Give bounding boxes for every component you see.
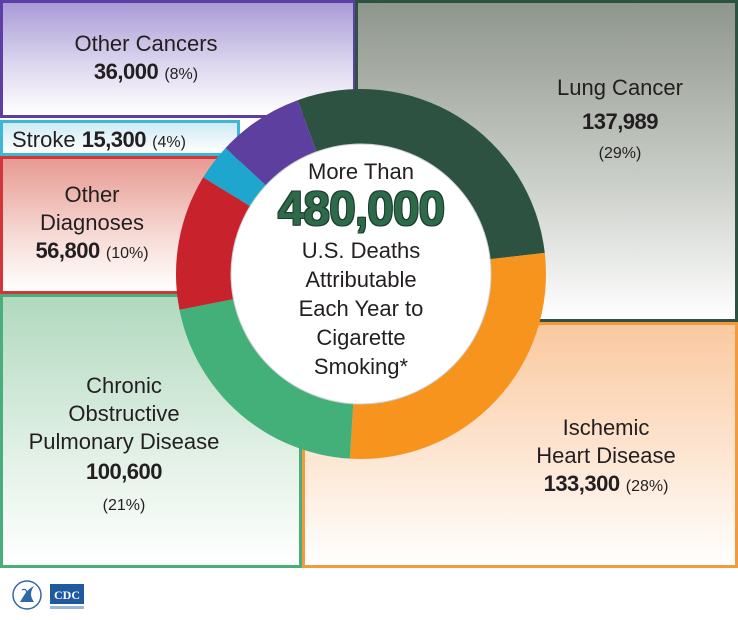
value-stroke: 15,300 <box>81 127 147 152</box>
label-stroke: Stroke 15,300 (4%) <box>12 126 186 157</box>
label-copd-line2: Obstructive <box>68 401 180 426</box>
percent-copd: (21%) <box>102 497 146 514</box>
cdc-logo-text: CDC <box>54 588 80 602</box>
center-text-line5: Smoking* <box>313 354 409 379</box>
value-lung-cancer: 137,989 <box>581 109 659 134</box>
label-copd-line3: Pulmonary Disease <box>28 429 220 454</box>
center-text-line3: Each Year to <box>298 296 424 321</box>
label-ischemic-heart-disease: Ischemic Heart Disease 133,300 (28%) <box>506 414 706 501</box>
percent-other-cancers: (8%) <box>164 66 199 83</box>
donut-slice-copd <box>179 298 354 459</box>
donut-slice-lung-cancer <box>297 89 545 260</box>
percent-stroke: (4%) <box>152 134 186 151</box>
center-text-line1: U.S. Deaths <box>301 238 421 263</box>
donut-slice-stroke <box>203 147 268 208</box>
value-copd: 100,600 <box>85 459 163 484</box>
value-other-diagnoses: 56,800 <box>35 238 100 263</box>
value-ischemic-heart-disease: 133,300 <box>543 471 621 496</box>
label-other-diagnoses: Other Diagnoses 56,800 (10%) <box>12 181 172 268</box>
label-lung-cancer: Lung Cancer 137,989 (29%) <box>520 74 720 168</box>
donut-slice-other-cancers <box>225 100 318 187</box>
label-stroke-name: Stroke <box>12 127 76 152</box>
label-other-diagnoses-line2: Diagnoses <box>40 210 144 235</box>
center-text-total: 480,000 <box>277 183 446 236</box>
hhs-eagle-icon <box>12 580 42 610</box>
donut-center-text: More Than 480,000 U.S. Deaths Attributab… <box>256 158 466 381</box>
center-text-line4: Cigarette <box>316 325 406 350</box>
label-copd: Chronic Obstructive Pulmonary Disease 10… <box>2 372 246 520</box>
label-ihd-line2: Heart Disease <box>536 443 676 468</box>
donut-center-hole <box>230 143 492 405</box>
category-box-other-cancers <box>0 0 356 118</box>
percent-ischemic-heart-disease: (28%) <box>625 478 669 495</box>
center-text-line2: Attributable <box>305 267 417 292</box>
percent-other-diagnoses: (10%) <box>105 245 149 262</box>
cdc-logo-icon: CDC <box>50 584 84 609</box>
label-other-cancers-name: Other Cancers <box>74 31 218 56</box>
label-ihd-line1: Ischemic <box>562 415 650 440</box>
label-other-diagnoses-line1: Other <box>64 182 120 207</box>
value-other-cancers: 36,000 <box>93 59 159 84</box>
category-box-stroke <box>0 120 240 156</box>
label-copd-line1: Chronic <box>86 373 162 398</box>
label-other-cancers: Other Cancers 36,000 (8%) <box>6 30 286 89</box>
percent-lung-cancer: (29%) <box>598 145 642 162</box>
center-text-top: More Than <box>308 159 414 184</box>
footer-logos: CDC <box>12 580 84 610</box>
donut-slice-ischemic-heart-disease <box>349 252 546 459</box>
label-lung-cancer-name: Lung Cancer <box>557 75 683 100</box>
